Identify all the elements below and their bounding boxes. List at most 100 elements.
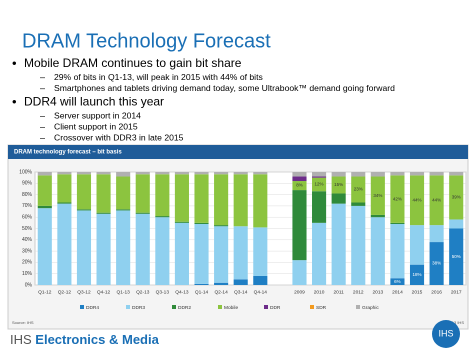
bar-segment xyxy=(409,264,425,285)
x-tick-label: Q3-12 xyxy=(77,289,91,295)
x-tick-label: Q1-12 xyxy=(38,289,52,295)
sub-dash: – xyxy=(40,121,45,131)
data-label: 6% xyxy=(394,279,401,284)
bar-segment xyxy=(194,283,209,285)
bar-segment xyxy=(37,205,52,209)
bar-segment xyxy=(253,275,268,285)
data-label: 34% xyxy=(373,193,382,198)
bar-segment xyxy=(57,203,72,285)
bar-segment xyxy=(214,226,229,283)
legend-swatch xyxy=(80,305,84,309)
bar-segment xyxy=(449,172,464,176)
bar-segment xyxy=(370,217,385,285)
data-label: 8% xyxy=(296,183,303,188)
bar-segment xyxy=(351,172,366,177)
bullet: DDR4 will launch this year xyxy=(24,95,164,109)
bar-segment xyxy=(194,174,209,223)
y-tick-label: 20% xyxy=(22,260,33,266)
slide-title: DRAM Technology Forecast xyxy=(22,30,271,52)
bar-segment xyxy=(390,175,405,223)
bar-segment xyxy=(331,193,346,204)
bar-segment xyxy=(76,172,92,175)
footer-text: Electronics & Media xyxy=(35,332,159,347)
x-tick-label: Q3-14 xyxy=(234,289,248,295)
bar-segment xyxy=(57,172,72,175)
bar-segment xyxy=(312,191,327,223)
y-tick-label: 70% xyxy=(22,203,33,209)
bar-segment xyxy=(351,202,366,206)
y-tick-label: 80% xyxy=(22,192,33,198)
bar-segment xyxy=(351,205,366,285)
bar-segment xyxy=(37,172,52,176)
bar-segment xyxy=(37,175,52,206)
bar-segment xyxy=(449,219,464,229)
bullet-dot: • xyxy=(12,94,17,109)
x-tick-label: Q4-14 xyxy=(254,289,268,295)
bar-segment xyxy=(116,176,131,210)
bar-segment xyxy=(76,174,92,210)
legend-label: DDR2 xyxy=(178,305,191,311)
bar-segment xyxy=(292,172,307,177)
sub-dash: – xyxy=(40,83,45,93)
bar-segment xyxy=(155,217,170,285)
bar-segment xyxy=(214,282,229,285)
bar-segment xyxy=(214,225,229,227)
bar-segment xyxy=(233,174,248,227)
data-label: 15% xyxy=(334,182,343,187)
bar-segment xyxy=(390,172,405,176)
bar-segment xyxy=(155,172,170,175)
y-tick-label: 90% xyxy=(22,181,33,187)
legend-swatch xyxy=(172,305,176,309)
y-tick-label: 60% xyxy=(22,215,33,221)
sub-bullet: Crossover with DDR3 in late 2015 xyxy=(54,132,184,142)
logo xyxy=(432,320,460,348)
bar-segment xyxy=(214,172,229,175)
bar-segment xyxy=(370,214,385,218)
x-tick-label: Q2-14 xyxy=(214,289,228,295)
footer-brand: IHS xyxy=(10,332,32,347)
bar-segment xyxy=(429,172,444,176)
y-tick-label: 0% xyxy=(25,282,33,288)
bar-segment xyxy=(331,172,346,177)
bar-segment xyxy=(57,174,72,203)
bar-segment xyxy=(292,181,307,191)
bar-segment xyxy=(155,216,170,218)
bar-segment xyxy=(292,190,307,261)
sub-dash: – xyxy=(40,110,45,120)
bar-segment xyxy=(370,172,385,177)
data-label: 39% xyxy=(452,195,461,200)
bar-segment xyxy=(116,209,131,211)
bullets: • Mobile DRAM continues to gain bit share… xyxy=(12,55,395,142)
logo-text: IHS xyxy=(438,328,453,338)
y-tick-label: 10% xyxy=(22,271,33,277)
x-tick-label: 2009 xyxy=(294,289,305,295)
x-tick-label: Q4-12 xyxy=(97,289,111,295)
y-tick-label: 50% xyxy=(22,226,33,232)
bar-segment xyxy=(292,260,307,285)
bar-segment xyxy=(312,222,327,285)
bar-segment xyxy=(96,213,111,285)
legend-swatch xyxy=(356,305,360,309)
sub-bullet: Client support in 2015 xyxy=(54,121,138,131)
bar-segment xyxy=(194,222,209,224)
bar-segment xyxy=(174,174,189,222)
bar-segment xyxy=(135,174,150,213)
bar-segment xyxy=(449,228,464,285)
legend-swatch xyxy=(264,305,268,309)
chart-header xyxy=(8,145,468,159)
bar-segment xyxy=(233,172,248,175)
bullet: Mobile DRAM continues to gain bit share xyxy=(24,56,242,70)
bullet-dot: • xyxy=(12,55,17,70)
bar-segment xyxy=(96,172,111,175)
x-tick-label: Q3-13 xyxy=(156,289,170,295)
x-tick-label: 2012 xyxy=(353,289,364,295)
bar-segment xyxy=(194,223,209,284)
sub-bullet: Server support in 2014 xyxy=(54,110,141,120)
data-label: 23% xyxy=(354,187,363,192)
bar-segment xyxy=(292,176,307,182)
bar-segment xyxy=(57,202,72,204)
data-label: 44% xyxy=(413,197,422,202)
legend-swatch xyxy=(126,305,130,309)
legend-label: Graphic xyxy=(362,305,379,311)
sub-dash: – xyxy=(40,72,45,82)
